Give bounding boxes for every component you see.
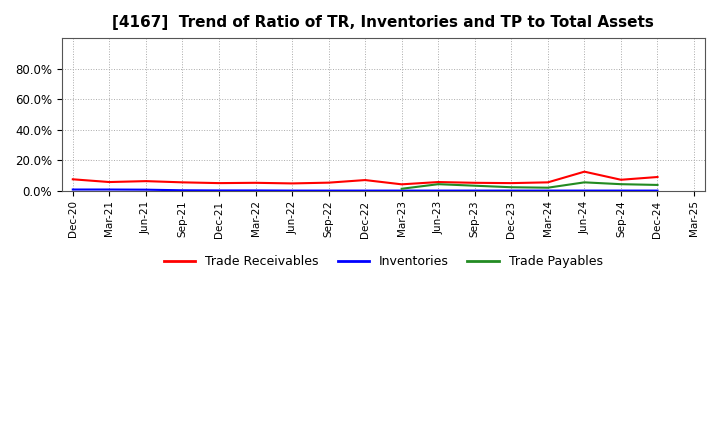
Legend: Trade Receivables, Inventories, Trade Payables: Trade Receivables, Inventories, Trade Pa… <box>159 250 608 273</box>
Title: [4167]  Trend of Ratio of TR, Inventories and TP to Total Assets: [4167] Trend of Ratio of TR, Inventories… <box>112 15 654 30</box>
